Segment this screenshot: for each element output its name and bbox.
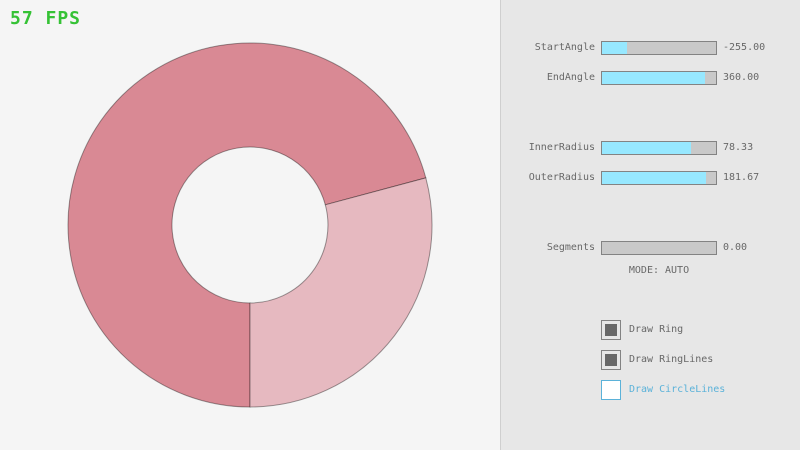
innerradius-slider[interactable] bbox=[601, 141, 717, 155]
endangle-slider[interactable] bbox=[601, 71, 717, 85]
outerradius-slider-fill bbox=[602, 172, 706, 184]
checkbox-draw-ringlines-label: Draw RingLines bbox=[629, 354, 714, 365]
checkbox-draw-ringlines[interactable]: Draw RingLines bbox=[601, 350, 800, 370]
segments-slider[interactable] bbox=[601, 241, 717, 255]
check-mark bbox=[605, 354, 617, 366]
checkbox-draw-ring-box[interactable] bbox=[601, 320, 621, 340]
outerradius-slider[interactable] bbox=[601, 171, 717, 185]
segments-row: Segments 0.00 bbox=[501, 241, 800, 255]
checkbox-draw-ringlines-box[interactable] bbox=[601, 350, 621, 370]
fps-counter: 57 FPS bbox=[10, 8, 82, 29]
endangle-slider-fill bbox=[602, 72, 705, 84]
canvas-area: 57 FPS bbox=[10, 8, 433, 408]
checkbox-draw-circlelines-box[interactable] bbox=[601, 380, 621, 400]
ring-chart bbox=[67, 42, 433, 408]
startangle-slider[interactable] bbox=[601, 41, 717, 55]
segments-label: Segments bbox=[546, 242, 595, 253]
check-mark bbox=[605, 324, 617, 336]
checkbox-draw-circlelines-label: Draw CircleLines bbox=[629, 384, 726, 395]
innerradius-row: InnerRadius 78.33 bbox=[501, 141, 800, 155]
innerradius-value: 78.33 bbox=[723, 142, 754, 153]
endangle-value: 360.00 bbox=[723, 72, 760, 83]
outerradius-value: 181.67 bbox=[723, 172, 760, 183]
ring-sector-dark bbox=[67, 42, 427, 408]
endangle-row: EndAngle 360.00 bbox=[501, 71, 800, 85]
controls-panel: StartAngle -255.00 EndAngle 360.00 Inner… bbox=[500, 0, 800, 450]
innerradius-slider-fill bbox=[602, 142, 692, 154]
startangle-row: StartAngle -255.00 bbox=[501, 41, 800, 55]
startangle-label: StartAngle bbox=[534, 42, 595, 53]
outerradius-row: OuterRadius 181.67 bbox=[501, 171, 800, 185]
checkbox-draw-ring[interactable]: Draw Ring bbox=[601, 320, 800, 340]
mode-label: MODE: AUTO bbox=[628, 265, 690, 276]
startangle-slider-fill bbox=[602, 42, 627, 54]
segments-value: 0.00 bbox=[723, 242, 748, 253]
outerradius-label: OuterRadius bbox=[528, 172, 595, 183]
startangle-value: -255.00 bbox=[723, 42, 766, 53]
checkbox-draw-circlelines[interactable]: Draw CircleLines bbox=[601, 380, 800, 400]
ring-sector-light bbox=[249, 177, 433, 408]
endangle-label: EndAngle bbox=[546, 72, 595, 83]
checkbox-draw-ring-label: Draw Ring bbox=[629, 324, 684, 335]
innerradius-label: InnerRadius bbox=[528, 142, 595, 153]
